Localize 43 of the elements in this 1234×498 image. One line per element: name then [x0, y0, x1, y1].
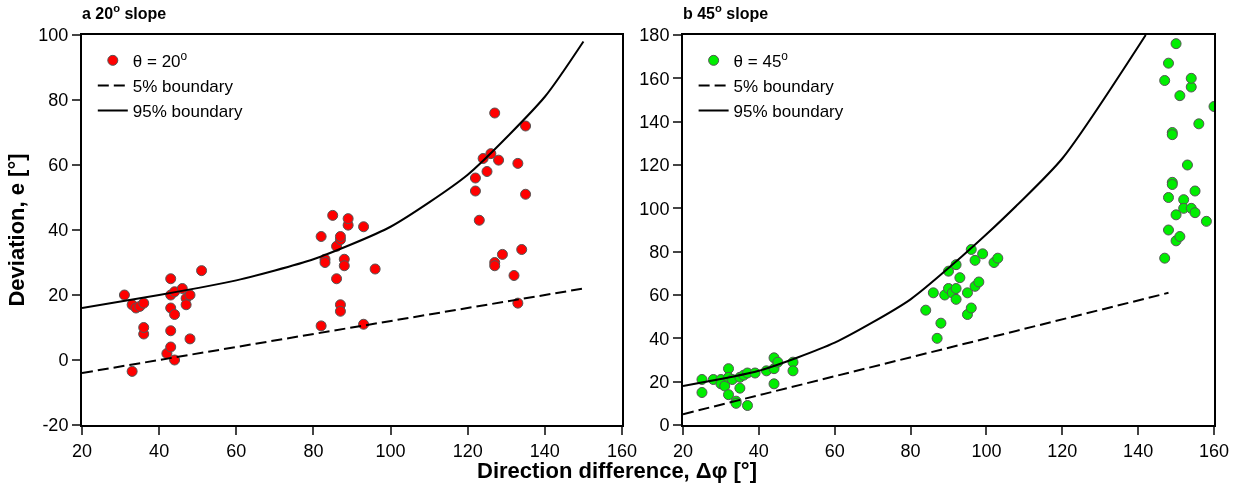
y-tick-label: 180 [639, 25, 670, 46]
y-tick-label: 100 [639, 198, 670, 219]
x-tick-label: 40 [149, 440, 170, 461]
legend-label: 5% boundary [132, 77, 234, 97]
x-tick-label: 80 [303, 440, 324, 461]
y-tick-label: 60 [649, 285, 670, 306]
x-tick-label: 160 [1198, 440, 1230, 461]
x-tick-label: 100 [971, 440, 1002, 461]
y-tick-label: 0 [58, 350, 69, 371]
x-tick-label: 100 [375, 440, 406, 461]
y-tick-label: -20 [42, 415, 69, 436]
y-tick-label: 40 [649, 328, 670, 349]
y-tick-label: 80 [649, 241, 670, 262]
x-tick-label: 140 [529, 440, 560, 461]
x-tick-label: 160 [606, 440, 638, 461]
x-tick-label: 60 [226, 440, 247, 461]
x-axis-title: Direction difference, Δφ [°] [477, 458, 757, 483]
legend-label: 5% boundary [733, 77, 835, 97]
y-tick-label: 140 [639, 111, 670, 132]
y-tick-label: 40 [48, 220, 69, 241]
y-tick-label: 100 [38, 25, 69, 46]
legend-label: θ = 45$^{o}$ [733, 48, 789, 71]
x-tick-label: 40 [748, 440, 769, 461]
x-tick-label: 60 [824, 440, 845, 461]
y-tick-label: 0 [659, 415, 670, 436]
y-tick-label: 20 [48, 285, 69, 306]
x-tick-label: 80 [900, 440, 921, 461]
legend-label: 95% boundary [733, 102, 844, 122]
y-tick-label: 80 [48, 90, 69, 111]
legend-label: θ = 20$^{o}$ [132, 48, 188, 71]
y-tick-label: 120 [639, 155, 670, 176]
legend-label: 95% boundary [132, 102, 243, 122]
y-axis-title: Deviation, e [°] [3, 153, 29, 307]
x-tick-label: 20 [71, 440, 93, 461]
y-tick-label: 20 [649, 371, 670, 392]
chart-title: a 20$^{o}$ slope [82, 1, 167, 22]
x-tick-label: 20 [672, 440, 694, 461]
y-tick-label: 60 [48, 155, 69, 176]
x-tick-label: 120 [452, 440, 483, 461]
y-tick-label: 160 [639, 68, 670, 89]
chart-title: b 45$^{o}$ slope [683, 1, 769, 22]
x-tick-label: 140 [1123, 440, 1154, 461]
x-tick-label: 120 [1047, 440, 1078, 461]
